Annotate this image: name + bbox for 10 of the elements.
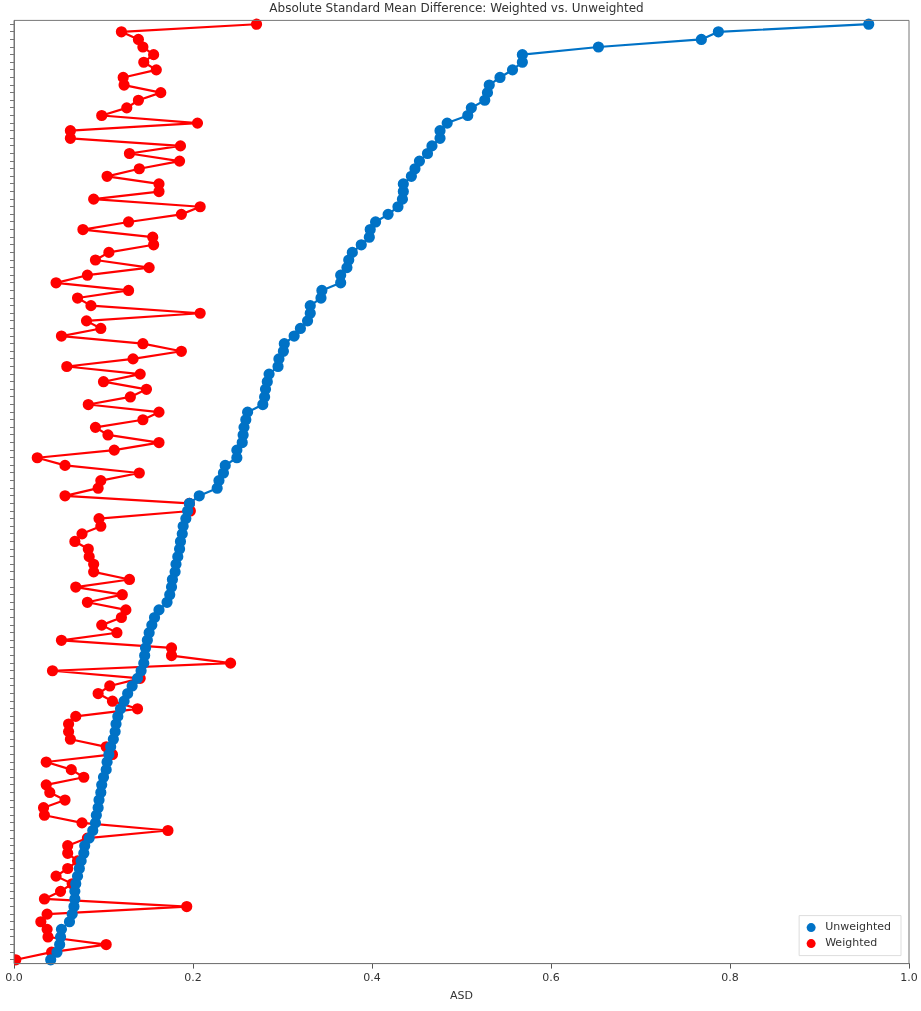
x-tick-label: 0.0 <box>5 971 23 985</box>
chart-title: Absolute Standard Mean Difference: Weighted vs. Unweighted <box>269 1 644 16</box>
x-axis-title: ASD <box>450 989 473 1003</box>
x-tick-label: 0.2 <box>184 971 202 985</box>
legend-label: Weighted <box>825 936 878 950</box>
x-tick-label: 0.6 <box>542 971 560 985</box>
x-tick-label: 0.4 <box>363 971 381 985</box>
x-tick-label: 1.0 <box>900 971 918 985</box>
legend-label: Unweighted <box>825 920 892 934</box>
x-tick-label: 0.8 <box>721 971 739 985</box>
